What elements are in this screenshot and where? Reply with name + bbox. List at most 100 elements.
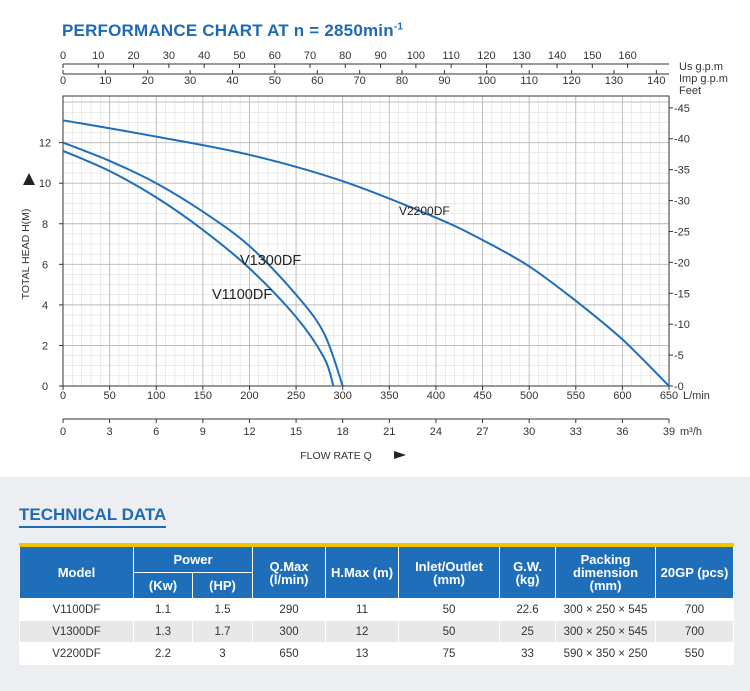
cell-hmax: 13: [325, 642, 400, 665]
header-power: Power: [132, 543, 254, 573]
curve-v1300df: [62, 141, 344, 387]
cell-model: V1300DF: [19, 620, 134, 643]
x-tick-label: 600: [613, 390, 631, 402]
cell-hp: 1.5: [191, 598, 254, 621]
y-axis-label: TOTAL HEAD H(M): [20, 209, 32, 300]
us-gpm-tick-label: 60: [269, 50, 281, 62]
header-hmax: H.Max (m): [325, 543, 400, 599]
cell-packing: 300 × 250 × 545: [555, 598, 657, 621]
cell-qmax: 650: [252, 642, 327, 665]
feet-tick-label: -20: [674, 257, 690, 269]
us-gpm-tick-label: 80: [339, 50, 351, 62]
feet-tick-label: -25: [674, 226, 690, 238]
cell-inlet-outlet: 75: [398, 642, 501, 665]
y-tick-label: 6: [42, 259, 48, 271]
imp-gpm-tick-label: 0: [60, 75, 66, 87]
us-gpm-tick-label: 140: [548, 50, 566, 62]
us-gpm-tick-label: 150: [583, 50, 601, 62]
cell-inlet-outlet: 50: [398, 598, 501, 621]
y-tick-label: 10: [39, 178, 51, 190]
x-tick-label: 650: [660, 390, 678, 402]
m3h-tick-label: 3: [107, 426, 113, 438]
y-axis-arrow-icon: [23, 173, 35, 185]
cell-packing: 590 × 350 × 250: [555, 642, 657, 665]
chart-title-text: PERFORMANCE CHART AT n = 2850min: [62, 21, 394, 40]
header-model: Model: [19, 543, 134, 599]
m3h-tick-label: 12: [243, 426, 255, 438]
cell-hp: 1.7: [191, 620, 254, 643]
plot-frame: [62, 95, 670, 387]
cell-hp: 3: [191, 642, 254, 665]
table-row: V1300DF 1.3 1.7 300 12 50 25 300 × 250 ×…: [19, 620, 735, 643]
x-tick-label: 550: [567, 390, 585, 402]
cell-qmax: 290: [252, 598, 327, 621]
header-gross-weight: G.W. (kg): [499, 543, 557, 599]
cell-packing: 300 × 250 × 545: [555, 620, 657, 643]
header-packing-dimension: Packing dimension (mm): [555, 543, 657, 599]
m3h-tick-label: 0: [60, 426, 66, 438]
m3h-tick-label: 33: [570, 426, 582, 438]
technical-data-title: TECHNICAL DATA: [19, 505, 167, 528]
us-gpm-tick-label: 30: [163, 50, 175, 62]
table-subheader-row: (Kw) (HP): [20, 572, 734, 599]
header-hp: (HP): [191, 572, 254, 599]
imp-gpm-tick-label: 60: [311, 75, 323, 87]
feet-tick-label: -15: [674, 288, 690, 300]
x-tick-label: 250: [287, 390, 305, 402]
x-tick-label: 200: [240, 390, 258, 402]
feet-tick-label: -45: [674, 103, 690, 115]
feet-tick-label: -0: [674, 381, 684, 393]
curve-label-v2200df: V2200DF: [399, 204, 450, 218]
us-gpm-tick-label: 100: [407, 50, 425, 62]
imp-gpm-tick-label: 30: [184, 75, 196, 87]
us-gpm-tick-label: 10: [92, 50, 104, 62]
m3h-tick-label: 30: [523, 426, 535, 438]
us-gpm-tick-label: 120: [477, 50, 495, 62]
x-tick-label: 50: [103, 390, 115, 402]
us-gpm-tick-label: 50: [233, 50, 245, 62]
m3h-tick-label: 21: [383, 426, 395, 438]
curve-label-v1300df: V1300DF: [240, 253, 301, 269]
cell-20gp: 700: [655, 598, 735, 621]
imp-gpm-tick-label: 40: [226, 75, 238, 87]
cell-20gp: 700: [655, 620, 735, 643]
m3h-tick-label: 15: [290, 426, 302, 438]
us-gpm-tick-label: 40: [198, 50, 210, 62]
feet-tick-label: -40: [674, 134, 690, 146]
cell-kw: 1.1: [133, 598, 193, 621]
imp-gpm-tick-label: 110: [520, 75, 538, 87]
header-kw: (Kw): [133, 572, 193, 599]
header-20gp: 20GP (pcs): [655, 543, 735, 599]
y-tick-label: 4: [42, 300, 48, 312]
cell-qmax: 300: [252, 620, 327, 643]
y-tick-label: 0: [42, 381, 48, 393]
m3h-tick-label: 24: [430, 426, 442, 438]
y-tick-label: 12: [39, 138, 51, 150]
cell-hmax: 11: [325, 598, 400, 621]
x-tick-label: 450: [473, 390, 491, 402]
m3h-tick-label: 27: [476, 426, 488, 438]
cell-gross-weight: 25: [499, 620, 557, 643]
cell-model: V1100DF: [19, 598, 134, 621]
us-gpm-tick-label: 0: [60, 50, 66, 62]
x-tick-label: 350: [380, 390, 398, 402]
cell-20gp: 550: [655, 642, 735, 665]
m3h-tick-label: 6: [153, 426, 159, 438]
chart-title: PERFORMANCE CHART AT n = 2850min-1: [62, 21, 403, 41]
cell-kw: 2.2: [133, 642, 193, 665]
y-tick-label: 2: [42, 340, 48, 352]
feet-tick-label: -10: [674, 319, 690, 331]
x-tick-label: 150: [194, 390, 212, 402]
cell-gross-weight: 33: [499, 642, 557, 665]
feet-tick-label: -5: [674, 350, 684, 362]
chart-title-superscript: -1: [393, 21, 404, 33]
imp-gpm-tick-label: 80: [396, 75, 408, 87]
x-tick-label: 0: [60, 390, 66, 402]
cell-inlet-outlet: 50: [398, 620, 501, 643]
header-qmax: Q.Max (l/min): [252, 543, 327, 599]
curve-v2200df: [62, 119, 670, 387]
m3h-unit-label: m³/h: [680, 426, 702, 438]
cell-gross-weight: 22.6: [499, 598, 557, 621]
x-tick-label: 500: [520, 390, 538, 402]
x-axis-label: FLOW RATE Q: [300, 450, 372, 462]
